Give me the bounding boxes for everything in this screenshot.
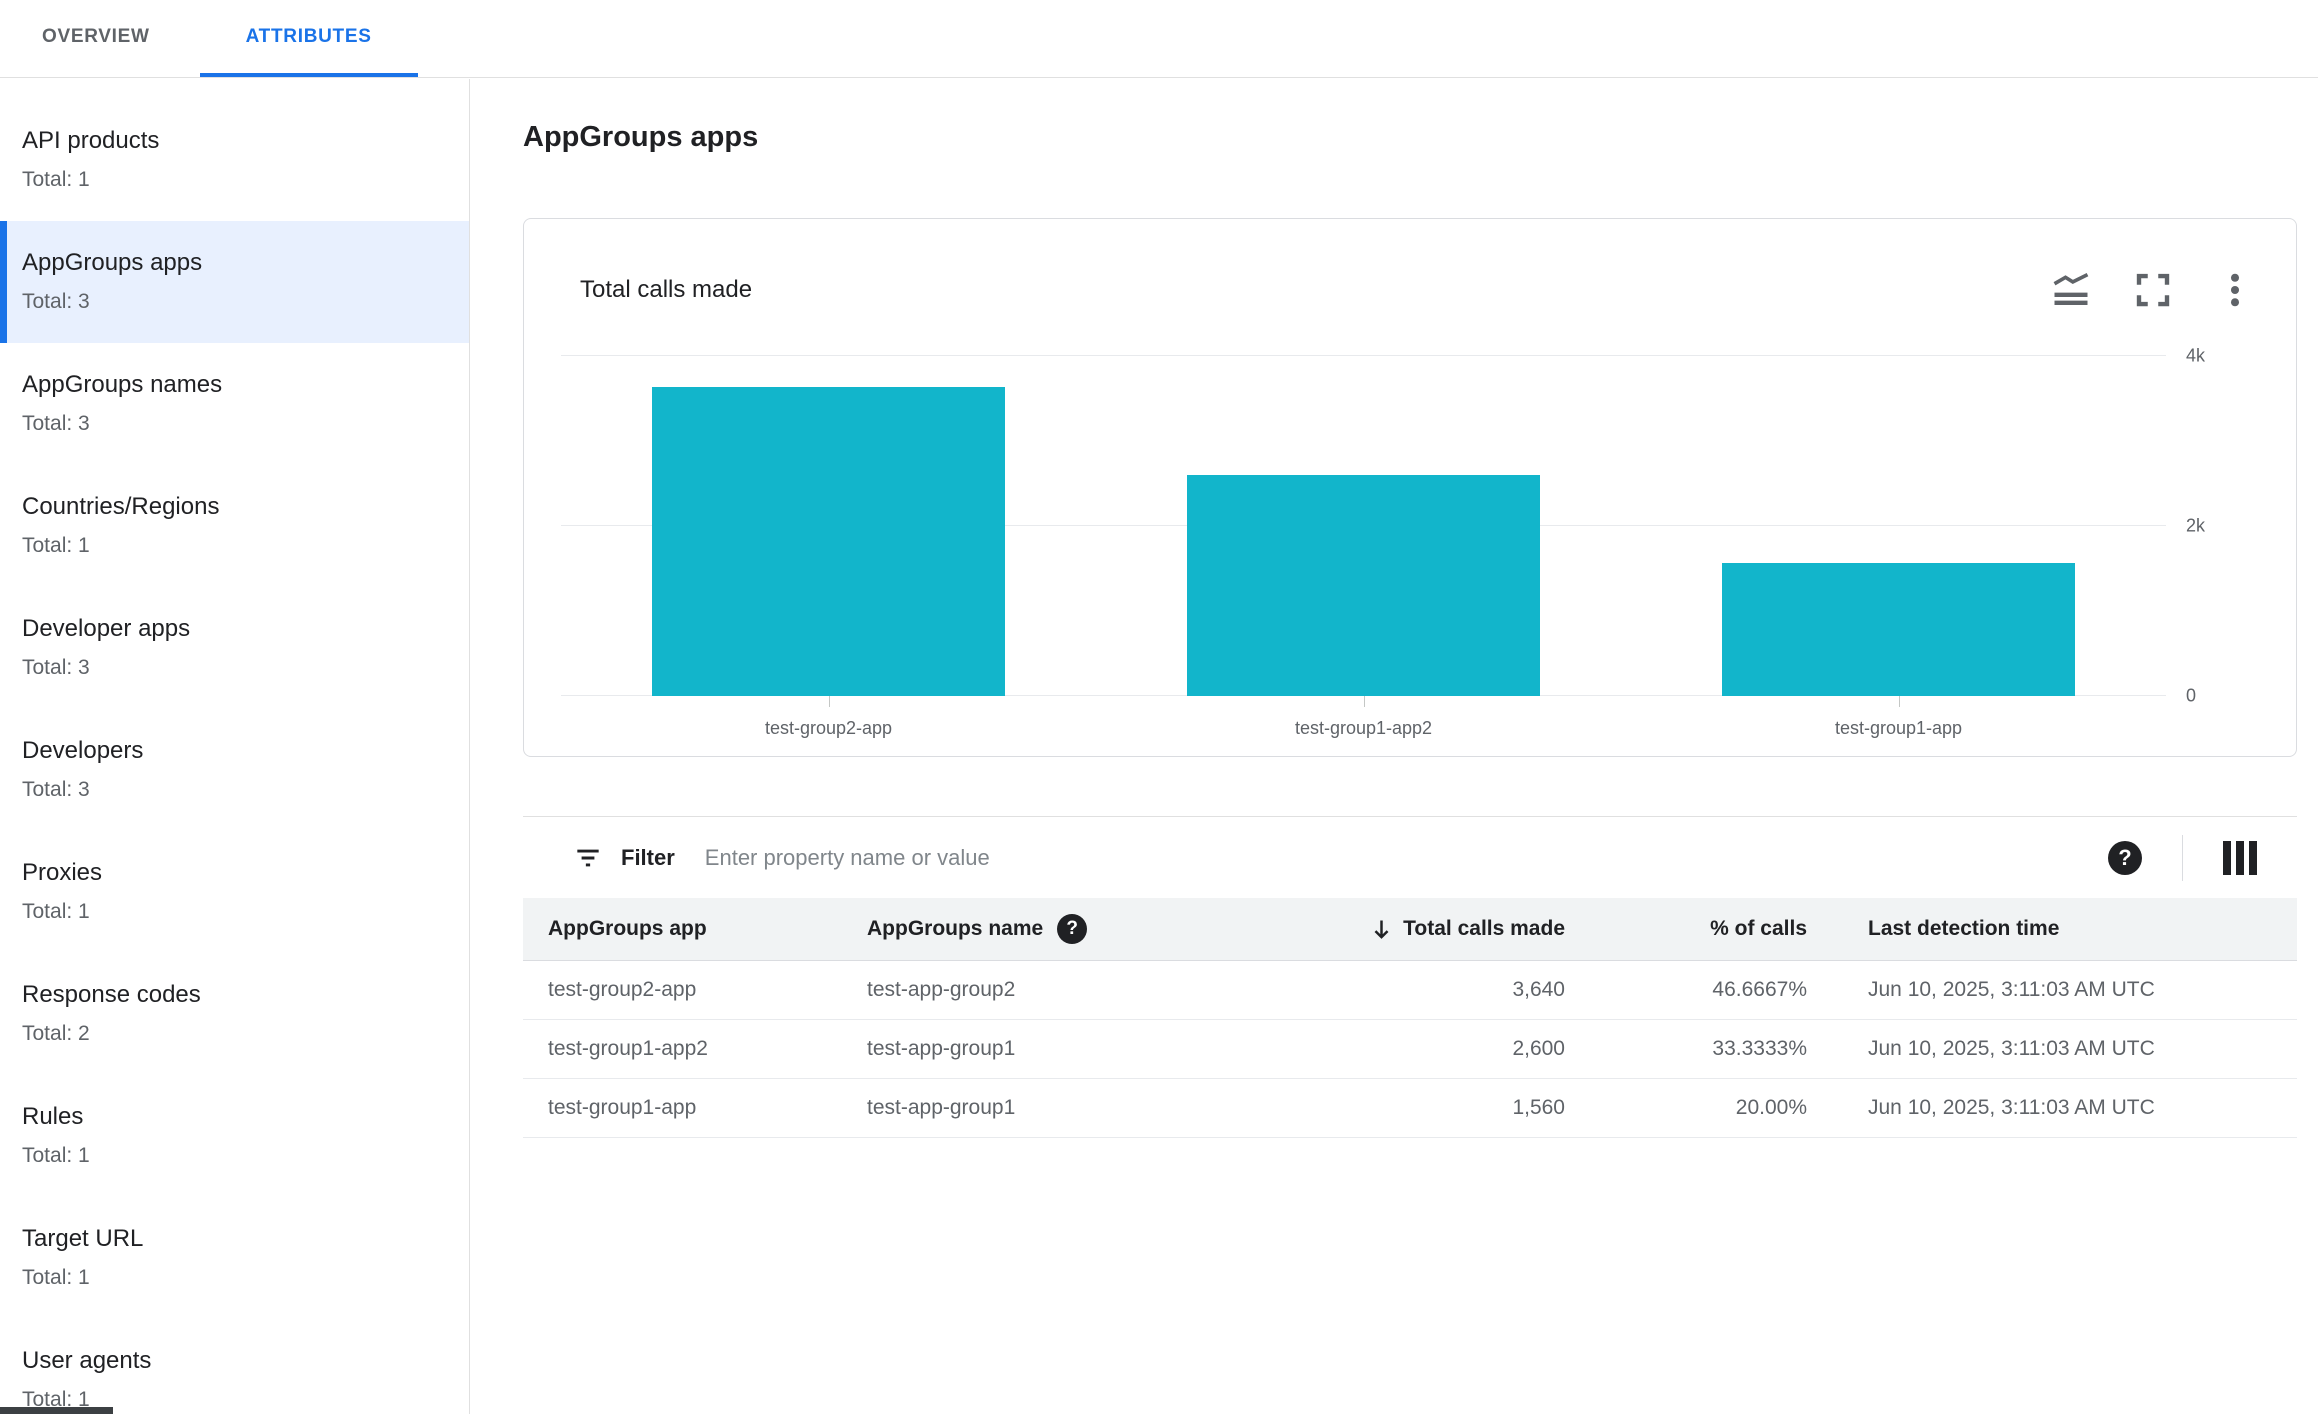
x-axis-label: test-group1-app2 — [1096, 696, 1631, 739]
sidebar-item[interactable]: User agents Total: 1 — [0, 1319, 469, 1414]
more-vert-icon[interactable] — [2212, 267, 2258, 313]
bar-slot — [1631, 356, 2166, 696]
sidebar-item-total: Total: 3 — [22, 412, 90, 435]
filter-bar: Filter ? — [523, 816, 2297, 898]
tab-bar: OVERVIEW ATTRIBUTES — [0, 0, 2318, 78]
sidebar-item-total: Total: 1 — [22, 1266, 90, 1289]
help-icon[interactable]: ? — [2108, 840, 2142, 875]
chart-card: Total calls made — [523, 218, 2297, 757]
chart-title: Total calls made — [580, 276, 753, 303]
cell-name: test-app-group1 — [867, 1096, 1016, 1119]
sidebar-item[interactable]: API products Total: 1 — [0, 99, 469, 221]
bar-slot — [561, 356, 1096, 696]
sidebar-item[interactable]: AppGroups names Total: 3 — [0, 343, 469, 465]
sidebar-item-label: AppGroups apps — [22, 249, 203, 276]
sidebar-item-label: Countries/Regions — [22, 493, 220, 520]
cell-pct: 33.3333% — [1712, 1037, 1807, 1060]
sidebar: API products Total: 1 AppGroups apps Tot… — [0, 79, 470, 1414]
chart-type-icon[interactable] — [2048, 267, 2094, 313]
y-axis-labels: 0 2k 4k — [2186, 346, 2276, 706]
x-axis-label: test-group2-app — [561, 696, 1096, 739]
tab-overview[interactable]: OVERVIEW — [42, 25, 150, 47]
cell-pct: 20.00% — [1735, 1096, 1807, 1119]
table-row: test-group1-app test-app-group1 1,560 20… — [523, 1079, 2297, 1138]
sidebar-scrollbar[interactable] — [0, 1407, 113, 1414]
sidebar-item-label: Response codes — [22, 981, 201, 1008]
sidebar-item-total: Total: 3 — [22, 656, 90, 679]
cell-pct: 46.6667% — [1712, 978, 1807, 1001]
data-table: AppGroups app AppGroups name ? Total cal… — [523, 898, 2297, 1138]
sidebar-item[interactable]: Developers Total: 3 — [0, 709, 469, 831]
column-header-pct[interactable]: % of calls — [1710, 917, 1807, 940]
bar-chart-plot — [561, 355, 2166, 696]
table-row: test-group2-app test-app-group2 3,640 46… — [523, 961, 2297, 1020]
table-header-row: AppGroups app AppGroups name ? Total cal… — [523, 898, 2297, 961]
x-axis-label: test-group1-app — [1631, 696, 2166, 739]
bar-test-group2-app — [651, 386, 1006, 696]
sidebar-item-label: Rules — [22, 1103, 84, 1130]
column-header-app[interactable]: AppGroups app — [548, 917, 707, 940]
cell-calls: 2,600 — [1512, 1037, 1565, 1060]
sidebar-item-label: Proxies — [22, 859, 103, 886]
sidebar-item-total: Total: 3 — [22, 778, 90, 801]
x-axis-labels: test-group2-app test-group1-app2 test-grou… — [561, 696, 2166, 739]
sidebar-item-label: User agents — [22, 1347, 152, 1374]
sidebar-item[interactable]: AppGroups apps Total: 3 — [0, 221, 469, 343]
sidebar-item-total: Total: 1 — [22, 900, 90, 923]
sidebar-item[interactable]: Rules Total: 1 — [0, 1075, 469, 1197]
sidebar-item[interactable]: Target URL Total: 1 — [0, 1197, 469, 1319]
column-header-calls[interactable]: Total calls made — [1223, 916, 1565, 943]
column-header-name[interactable]: AppGroups name ? — [867, 914, 1223, 944]
sidebar-item-label: Developers — [22, 737, 144, 764]
filter-input[interactable] — [702, 843, 2108, 872]
y-axis-label: 4k — [2186, 345, 2206, 366]
sort-descending-icon — [1374, 920, 1389, 939]
sidebar-item[interactable]: Developer apps Total: 3 — [0, 587, 469, 709]
y-axis-label: 0 — [2186, 685, 2197, 706]
sidebar-item-label: API products — [22, 127, 160, 154]
main-content: AppGroups apps Total calls made — [471, 79, 2318, 1414]
sidebar-item-label: Target URL — [22, 1225, 144, 1252]
cell-app: test-group2-app — [548, 978, 697, 1001]
help-icon[interactable]: ? — [1057, 914, 1088, 944]
sidebar-item-label: Developer apps — [22, 615, 191, 642]
sidebar-item[interactable]: Countries/Regions Total: 1 — [0, 465, 469, 587]
gridline — [561, 355, 2166, 356]
cell-name: test-app-group2 — [867, 978, 1016, 1001]
cell-app: test-group1-app2 — [548, 1037, 708, 1060]
sidebar-item-label: AppGroups names — [22, 371, 223, 398]
cell-time: Jun 10, 2025, 3:11:03 AM UTC — [1868, 1037, 2155, 1060]
sidebar-item-total: Total: 3 — [22, 290, 90, 313]
table-row: test-group1-app2 test-app-group1 2,600 3… — [523, 1020, 2297, 1079]
divider — [2182, 834, 2183, 881]
y-axis-label: 2k — [2186, 515, 2206, 536]
column-header-time[interactable]: Last detection time — [1868, 917, 2060, 940]
sidebar-item-total: Total: 1 — [22, 1388, 90, 1411]
cell-app: test-group1-app — [548, 1096, 697, 1119]
sidebar-item[interactable]: Response codes Total: 2 — [0, 953, 469, 1075]
cell-calls: 3,640 — [1512, 978, 1565, 1001]
bar-slot — [1096, 356, 1631, 696]
cell-calls: 1,560 — [1512, 1096, 1565, 1119]
tab-attributes[interactable]: ATTRIBUTES — [199, 0, 418, 77]
sidebar-item-total: Total: 1 — [22, 168, 90, 191]
cell-time: Jun 10, 2025, 3:11:03 AM UTC — [1868, 978, 2155, 1001]
bar-test-group1-app — [1721, 563, 2076, 696]
sidebar-item[interactable]: Proxies Total: 1 — [0, 831, 469, 953]
columns-icon[interactable] — [2223, 840, 2257, 875]
cell-time: Jun 10, 2025, 3:11:03 AM UTC — [1868, 1096, 2155, 1119]
table-body: test-group2-app test-app-group2 3,640 46… — [523, 961, 2297, 1138]
sidebar-item-total: Total: 1 — [22, 1144, 90, 1167]
page-title: AppGroups apps — [523, 121, 759, 153]
bar-test-group1-app2 — [1186, 475, 1541, 696]
filter-icon — [571, 841, 605, 875]
filter-label: Filter — [621, 844, 675, 870]
cell-name: test-app-group1 — [867, 1037, 1016, 1060]
sidebar-item-total: Total: 2 — [22, 1022, 90, 1045]
fullscreen-icon[interactable] — [2130, 267, 2176, 313]
sidebar-item-total: Total: 1 — [22, 534, 90, 557]
